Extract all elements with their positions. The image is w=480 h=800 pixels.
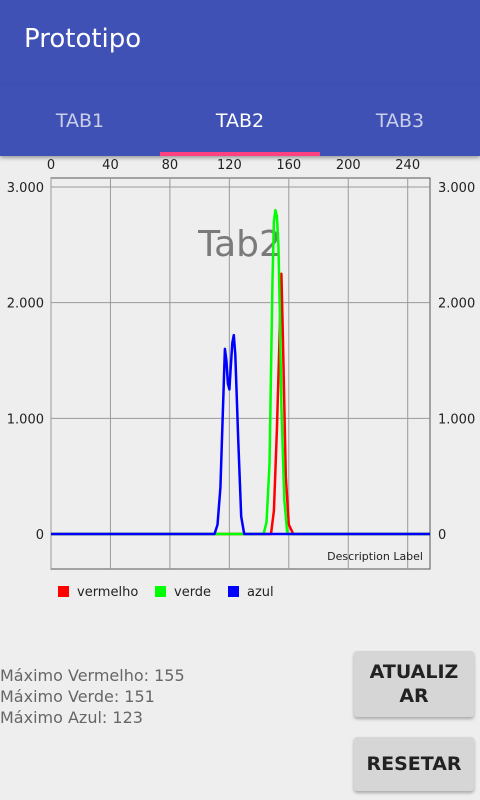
y-axis-left-ticks: 0 1.000 2.000 3.000 (7, 181, 44, 543)
max-green-text: Máximo Verde: 151 (0, 687, 155, 706)
y-tick-right-0: 0 (438, 528, 446, 543)
y-tick-left-2: 2.000 (7, 297, 44, 312)
chart-svg[interactable]: 0 40 80 120 160 200 240 0 1.000 2.000 3.000 0 1.00… (0, 156, 480, 616)
y-tick-right-1: 1.000 (438, 412, 475, 427)
update-button[interactable]: ATUALIZ AR (354, 651, 474, 717)
content-label: Tab2 (197, 224, 282, 265)
tab-indicator (160, 152, 320, 156)
legend-swatch-vermelho (58, 586, 69, 597)
series-lines (51, 208, 430, 536)
max-blue-text: Máximo Azul: 123 (0, 708, 143, 727)
update-button-line2: AR (399, 685, 429, 707)
x-tick-label-4: 160 (276, 158, 301, 173)
legend-swatch-verde (155, 586, 166, 597)
legend-label-vermelho: vermelho (77, 585, 138, 600)
y-tick-left-3: 3.000 (7, 181, 44, 196)
x-tick-label-5: 200 (336, 158, 361, 173)
x-tick-label-2: 80 (162, 158, 179, 173)
tab-bar: TAB1 TAB2 TAB3 (0, 85, 480, 156)
histogram-chart[interactable]: 0 40 80 120 160 200 240 0 1.000 2.000 3.000 0 1.00… (0, 156, 480, 616)
x-tick-label-3: 120 (217, 158, 242, 173)
app-title: Prototipo (24, 24, 142, 54)
app-bar: Prototipo (0, 0, 480, 85)
series-line-verde (51, 208, 430, 536)
legend-label-verde: verde (174, 585, 211, 600)
tab-3[interactable]: TAB3 (375, 109, 425, 132)
y-tick-right-3: 3.000 (438, 181, 475, 196)
x-tick-label-1: 40 (102, 158, 119, 173)
reset-button[interactable]: RESETAR (354, 737, 474, 791)
legend-label-azul: azul (247, 585, 274, 600)
y-tick-left-1: 1.000 (7, 412, 44, 427)
description-label: Description Label (327, 550, 423, 563)
x-tick-label-6: 240 (395, 158, 420, 173)
tab-1[interactable]: TAB1 (55, 109, 105, 132)
tab-2[interactable]: TAB2 (215, 109, 265, 132)
update-button-line1: ATUALIZ (369, 661, 459, 683)
max-red-text: Máximo Vermelho: 155 (0, 666, 185, 685)
y-tick-right-2: 2.000 (438, 297, 475, 312)
x-tick-label-0: 0 (47, 158, 55, 173)
series-line-vermelho (51, 272, 430, 536)
series-line-azul (51, 333, 430, 536)
x-axis-ticks: 0 40 80 120 160 200 240 (47, 158, 420, 173)
y-axis-right-ticks: 0 1.000 2.000 3.000 (438, 181, 475, 543)
legend-swatch-azul (228, 586, 239, 597)
chart-legend: vermelho verde azul (58, 585, 274, 600)
y-tick-left-0: 0 (36, 528, 44, 543)
